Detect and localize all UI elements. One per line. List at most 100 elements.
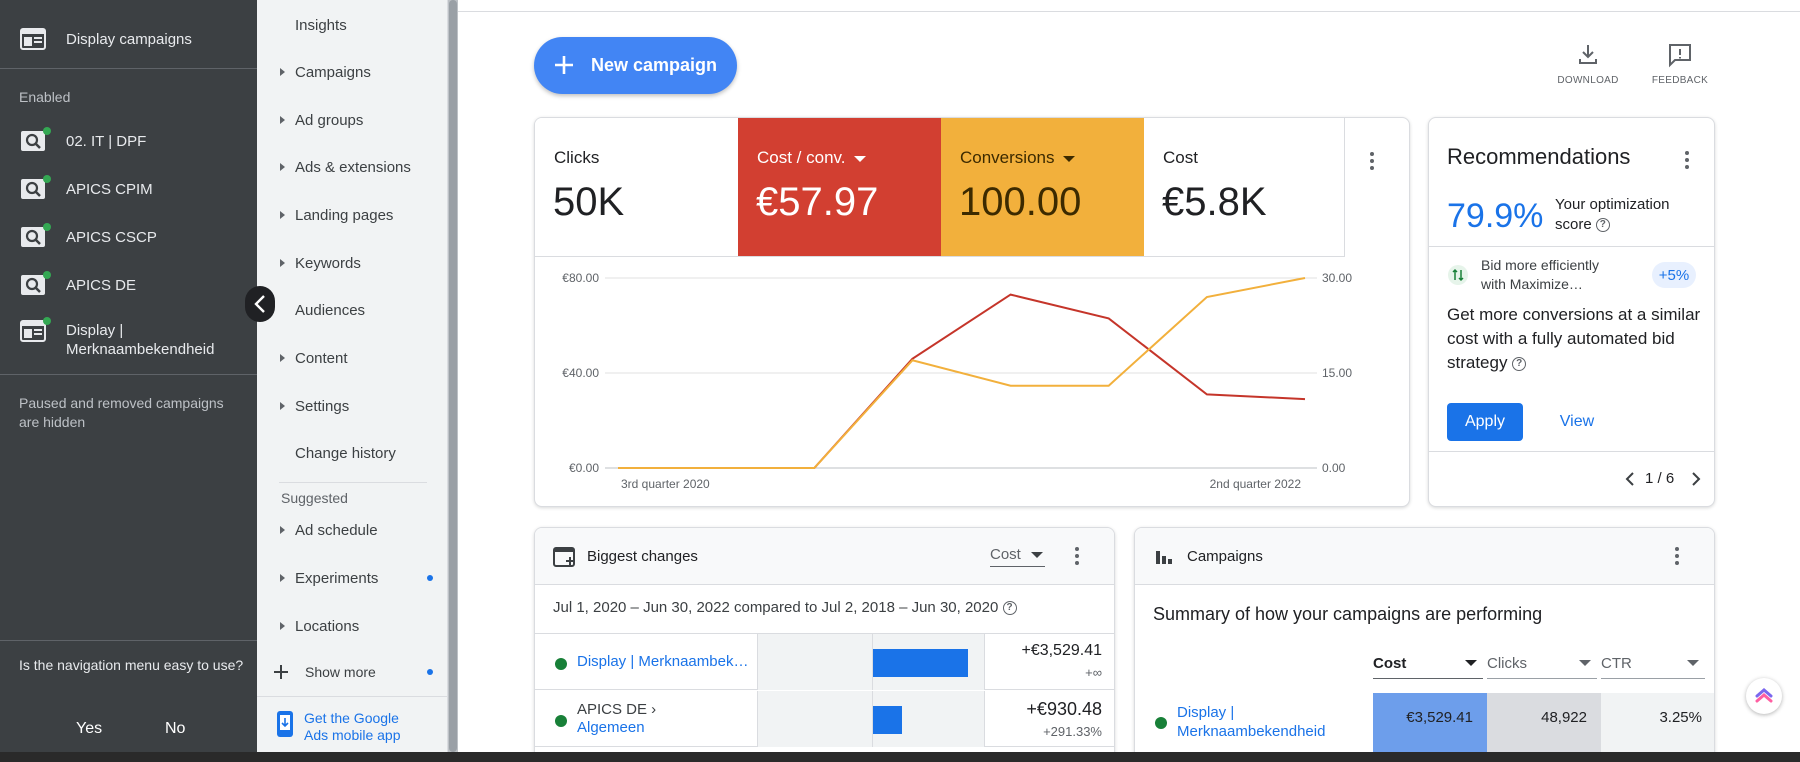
cost-cell: €3,529.41	[1373, 693, 1487, 753]
metric-value: 50K	[553, 180, 625, 224]
performance-card: Clicks 50K Cost / conv. €57.97 Conversio…	[534, 117, 1410, 507]
mobile-app-promo[interactable]: Get the Google Ads mobile app	[257, 704, 448, 750]
left-axis-tick-label: €80.00	[562, 271, 599, 285]
more-options-icon[interactable]	[1675, 547, 1679, 568]
menu-item-keywords[interactable]: Keywords	[257, 243, 448, 283]
bar-cell	[757, 691, 985, 747]
menu-item-experiments[interactable]: Experiments	[257, 558, 448, 598]
metric-tile-conversions[interactable]: Conversions 100.00	[941, 118, 1144, 256]
menu-item-locations[interactable]: Locations	[257, 606, 448, 646]
status-enabled-icon	[43, 271, 51, 279]
column-header-clicks[interactable]: Clicks	[1487, 655, 1597, 679]
expand-arrow-icon	[280, 526, 285, 534]
show-more-button[interactable]: Show more	[257, 652, 448, 692]
menu-item-label: Audiences	[295, 301, 366, 319]
metric-tile-cost[interactable]: Cost €5.8K	[1144, 118, 1345, 256]
expand-arrow-icon	[280, 259, 285, 267]
recommendation-headline: Get more conversions at a similar cost w…	[1447, 305, 1701, 372]
status-enabled-icon	[555, 658, 567, 670]
dropdown-caret-icon	[853, 155, 866, 162]
expand-arrow-icon	[280, 574, 285, 582]
x-axis-tick-label: 3rd quarter 2020	[621, 477, 710, 491]
divider	[0, 640, 257, 641]
chevron-left-icon[interactable]	[1625, 471, 1635, 487]
metric-tile-clicks[interactable]: Clicks 50K	[535, 118, 738, 256]
menu-item-content[interactable]: Content	[257, 338, 448, 378]
more-options-icon[interactable]	[1685, 151, 1689, 172]
expand-arrow-icon	[280, 622, 285, 630]
right-axis-tick-label: 0.00	[1322, 461, 1346, 475]
menu-item-label: Content	[295, 349, 348, 367]
new-indicator-dot	[427, 575, 433, 581]
menu-item-change-history[interactable]: Change history	[257, 433, 448, 473]
divider	[1429, 246, 1714, 247]
recommendations-card: Recommendations 79.9% Your optimization …	[1428, 117, 1715, 507]
campaign-link[interactable]: Display | Merknaambekendheid	[1177, 704, 1326, 740]
menu-item-ads-extensions[interactable]: Ads & extensions	[257, 147, 448, 187]
apply-button[interactable]: Apply	[1447, 403, 1523, 441]
chevron-right-icon[interactable]	[1691, 471, 1701, 487]
table-row[interactable]: Display | Merknaambekendheid €3,529.41 48…	[1135, 693, 1714, 753]
campaign-nav: Display campaigns Enabled 02. IT | DPF A…	[0, 0, 257, 752]
column-header-ctr[interactable]: CTR	[1601, 655, 1705, 679]
optimization-score-label: Your optimization score ?	[1555, 196, 1670, 233]
campaign-item[interactable]: APICS CPIM	[0, 172, 257, 206]
campaign-item[interactable]: 02. IT | DPF	[0, 124, 257, 158]
new-indicator-dot	[427, 669, 433, 675]
top-border	[458, 0, 1800, 12]
campaign-link[interactable]: Display | Merknaambek…	[577, 653, 749, 670]
metric-tile-cost-per-conv[interactable]: Cost / conv. €57.97	[738, 118, 941, 256]
menu-item-ad-groups[interactable]: Ad groups	[257, 100, 448, 140]
feedback-button[interactable]: FEEDBACK	[1640, 42, 1720, 86]
score-uplift-badge: +5%	[1652, 262, 1696, 288]
menu-scrollbar[interactable]	[449, 0, 457, 752]
metric-name: Clicks	[554, 148, 600, 167]
assistant-button[interactable]	[1746, 678, 1782, 714]
metric-name: Conversions	[960, 148, 1075, 168]
menu-item-ad-schedule[interactable]: Ad schedule	[257, 510, 448, 550]
biggest-changes-icon	[553, 547, 575, 567]
metric-value: €57.97	[756, 180, 879, 224]
new-campaign-button[interactable]: New campaign	[534, 37, 737, 94]
campaign-item[interactable]: APICS CSCP	[0, 220, 257, 254]
menu-item-campaigns[interactable]: Campaigns	[257, 52, 448, 92]
expand-arrow-icon	[280, 211, 285, 219]
survey-no-button[interactable]: No	[165, 720, 186, 737]
bidding-icon	[1448, 265, 1468, 285]
campaign-item[interactable]: APICS DE	[0, 268, 257, 302]
column-header-cost[interactable]: Cost	[1373, 655, 1483, 679]
feedback-icon	[1669, 44, 1691, 68]
divider	[535, 633, 1114, 634]
help-icon[interactable]: ?	[1595, 218, 1610, 233]
help-icon[interactable]: ?	[1512, 356, 1527, 371]
help-icon[interactable]: ?	[1002, 601, 1017, 616]
campaign-item-label: APICS CPIM	[66, 181, 153, 198]
display-campaign-icon	[20, 320, 46, 342]
menu-item-insights[interactable]: Insights	[257, 5, 448, 45]
menu-item-label: Change history	[295, 444, 396, 462]
more-options-icon[interactable]	[1075, 547, 1079, 568]
table-row[interactable]: Display | Merknaambek… +€3,529.41 +∞	[535, 634, 1114, 690]
recommendation-item-text[interactable]: Bid more efficiently with Maximize…	[1481, 257, 1600, 292]
ad-group-link[interactable]: Algemeen	[577, 719, 645, 736]
survey-yes-button[interactable]: Yes	[76, 720, 103, 737]
current-campaign[interactable]: Display campaigns	[0, 22, 257, 56]
section-label-enabled: Enabled	[19, 89, 71, 105]
view-button[interactable]: View	[1559, 413, 1595, 430]
menu-item-label: Ad schedule	[295, 521, 378, 539]
status-enabled-icon	[1155, 717, 1167, 729]
collapse-nav-button[interactable]	[245, 286, 275, 322]
menu-item-settings[interactable]: Settings	[257, 386, 448, 426]
clicks-cell: 48,922	[1487, 693, 1601, 753]
metric-select[interactable]: Cost	[990, 546, 1045, 567]
menu-item-audiences[interactable]: Audiences	[257, 290, 448, 330]
table-row[interactable]: APICS DE › Algemeen +€930.48 +291.33%	[535, 691, 1114, 747]
download-button[interactable]: DOWNLOAD	[1548, 42, 1628, 86]
right-axis-tick-label: 15.00	[1322, 366, 1352, 380]
right-axis-tick-label: 30.00	[1322, 271, 1352, 285]
mobile-app-link[interactable]: Get the Google Ads mobile app	[304, 710, 401, 743]
menu-item-landing-pages[interactable]: Landing pages	[257, 195, 448, 235]
more-options-icon[interactable]	[1370, 152, 1374, 173]
status-enabled-icon	[43, 127, 51, 135]
campaign-item[interactable]: Display | Merknaambekendheid	[0, 316, 257, 364]
